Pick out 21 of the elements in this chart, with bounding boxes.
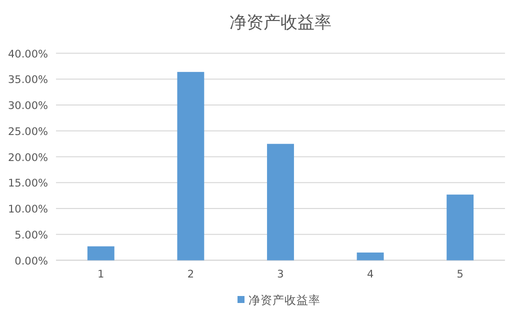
x-tick-label: 1 [98, 268, 104, 280]
y-tick-label: 20.00% [8, 152, 48, 164]
bar [446, 194, 474, 260]
x-tick-label: 4 [366, 268, 374, 280]
y-tick-label: 0.00% [14, 255, 48, 268]
legend: 净资产收益率 [238, 293, 320, 307]
bar [87, 246, 114, 260]
y-tick-label: 35.00% [8, 74, 48, 86]
y-tick-label: 40.00% [8, 48, 48, 60]
bar [177, 72, 204, 260]
x-tick-label: 3 [277, 268, 284, 280]
y-tick-label: 15.00% [8, 178, 48, 190]
x-tick-label: 2 [187, 268, 194, 280]
x-tick-label: 5 [456, 268, 464, 280]
y-tick-label: 30.00% [8, 100, 48, 112]
y-tick-label: 5.00% [14, 229, 48, 242]
bar [356, 252, 384, 260]
bar [267, 144, 294, 260]
chart-title: 净资产收益率 [230, 13, 332, 33]
y-tick-label: 10.00% [8, 204, 48, 216]
y-tick-label: 25.00% [8, 126, 48, 138]
